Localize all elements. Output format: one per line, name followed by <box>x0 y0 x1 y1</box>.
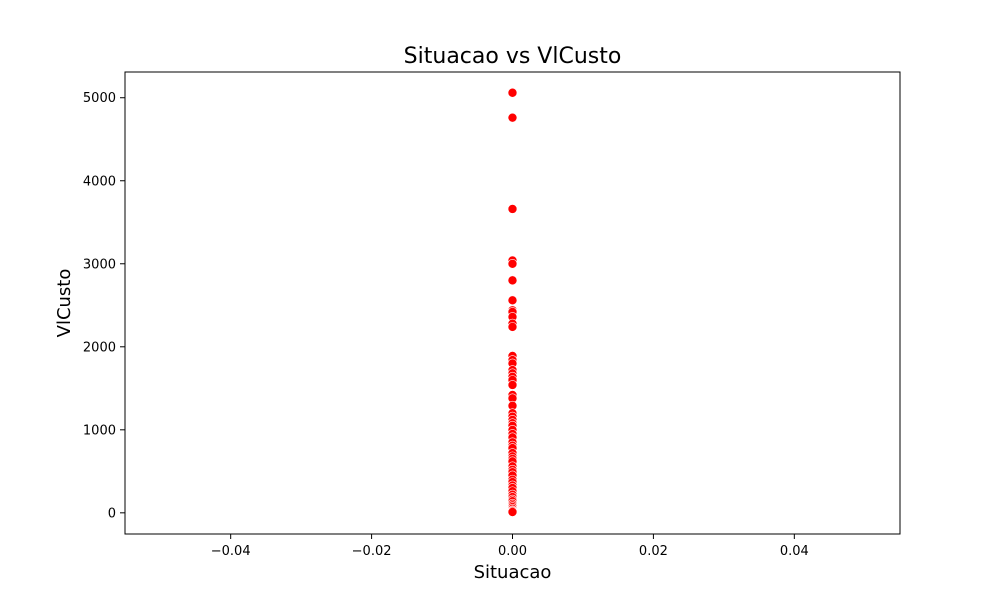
data-point <box>507 258 518 269</box>
x-tick-label: −0.02 <box>352 544 392 559</box>
y-tick-label: 3000 <box>83 257 116 272</box>
data-point <box>507 112 518 123</box>
y-tick-label: 0 <box>108 506 116 521</box>
data-point <box>507 322 518 332</box>
chart-title: Situacao vs VlCusto <box>404 44 622 69</box>
y-axis-label: VlCusto <box>54 269 75 338</box>
y-tick-label: 2000 <box>83 340 116 355</box>
y-axis-ticks: 0 1000 2000 3000 4000 5000 <box>83 91 125 521</box>
y-tick-label: 5000 <box>83 91 116 106</box>
x-tick-label: 0.00 <box>498 544 527 559</box>
data-point <box>507 295 518 306</box>
data-point <box>507 87 518 98</box>
x-axis-ticks: −0.04 −0.02 0.00 0.02 0.04 <box>211 534 809 559</box>
x-tick-label: 0.02 <box>639 544 668 559</box>
data-point <box>507 507 518 517</box>
y-tick-label: 1000 <box>83 423 116 438</box>
data-point <box>507 204 518 214</box>
x-axis-label: Situacao <box>474 562 552 583</box>
data-point <box>507 275 518 286</box>
x-tick-label: −0.04 <box>211 544 251 559</box>
x-tick-label: 0.04 <box>780 544 809 559</box>
y-tick-label: 4000 <box>83 174 116 189</box>
data-point <box>507 380 518 390</box>
data-points <box>507 87 518 517</box>
